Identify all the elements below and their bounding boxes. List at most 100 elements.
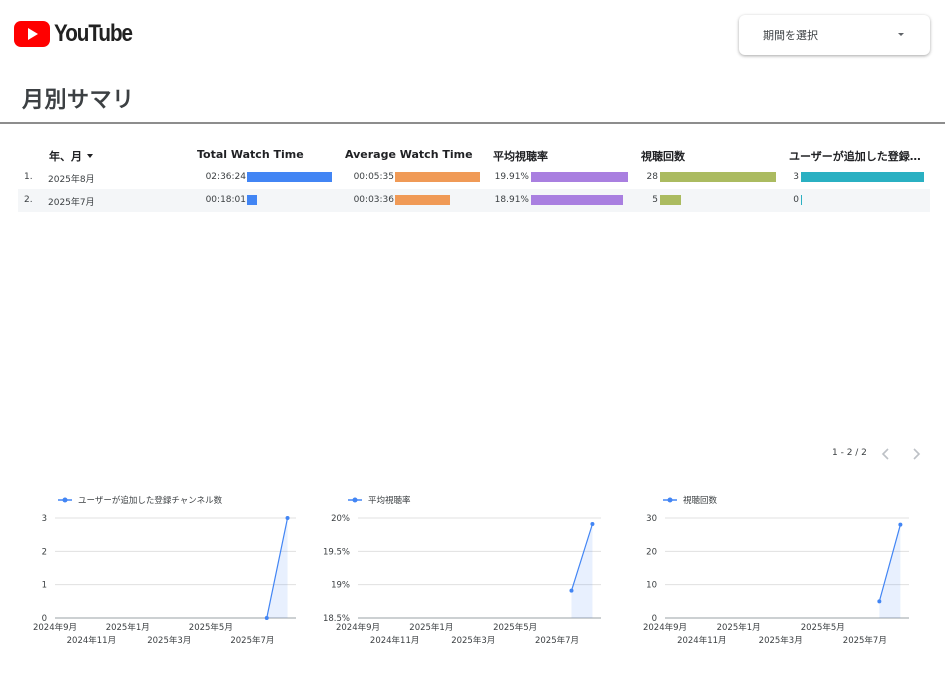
x-tick-label: 2025年1月 — [717, 622, 761, 633]
y-tick-label: 19.5% — [323, 547, 350, 557]
period-select-dropdown[interactable]: 期間を選択 — [739, 15, 930, 55]
y-tick-label: 18.5% — [323, 614, 350, 624]
column-header-total-watch-time[interactable]: Total Watch Time — [197, 148, 304, 161]
table-header-row: 年、月 Total Watch Time Average Watch Time … — [18, 140, 930, 166]
x-tick-label: 2024年11月 — [370, 635, 419, 646]
column-header-subscribers[interactable]: ユーザーが追加した登録… — [789, 150, 921, 163]
youtube-play-icon — [14, 21, 50, 47]
avg-view-rate-line-chart: 平均視聴率 18.5% 19% 19.5% 20% 2024年9月 2025年1月 2025年… — [320, 490, 610, 659]
legend-marker — [667, 497, 673, 503]
pagination-label: 1 - 2 / 2 — [832, 448, 867, 458]
data-point — [569, 588, 574, 593]
x-tick-label: 2024年9月 — [336, 622, 380, 633]
row-subscribers: 0 — [793, 195, 799, 205]
subscribers-bar — [801, 172, 924, 182]
avg-view-rate-bar — [531, 195, 623, 205]
y-tick-label: 20% — [331, 514, 350, 524]
row-month: 2025年7月 — [48, 198, 95, 208]
page-title: 月別サマリ — [22, 88, 135, 113]
row-avg-view-rate: 19.91% — [494, 172, 529, 182]
x-tick-label: 2025年3月 — [147, 635, 191, 646]
chevron-down-icon — [898, 33, 904, 36]
views-bar — [660, 195, 681, 205]
y-tick-label: 20 — [646, 547, 657, 557]
y-tick-label: 3 — [42, 514, 47, 524]
chevron-left-icon — [881, 448, 889, 460]
sort-desc-icon — [87, 154, 93, 158]
data-point — [285, 516, 290, 520]
row-views: 5 — [652, 195, 658, 205]
row-index: 2. — [24, 195, 33, 205]
period-select-label: 期間を選択 — [763, 29, 818, 42]
y-tick-label: 1 — [42, 581, 47, 591]
series-line — [878, 524, 901, 602]
avg-view-rate-bar — [531, 172, 628, 182]
youtube-logo: YouTube — [14, 20, 145, 48]
x-tick-label: 2025年7月 — [843, 635, 887, 646]
row-total-watch-time: 00:18:01 — [205, 195, 246, 205]
legend-label: 視聴回数 — [683, 495, 718, 506]
y-tick-label: 2 — [42, 547, 47, 557]
y-tick-label: 0 — [652, 614, 657, 624]
views-line-chart: 視聴回数 0 10 20 30 2024年9月 2025年1月 2025年5月 2024年11月… — [635, 490, 925, 659]
row-month: 2025年8月 — [48, 175, 95, 185]
data-point — [590, 522, 595, 526]
views-bar — [660, 172, 776, 182]
header-divider — [0, 122, 945, 124]
series-line — [570, 523, 594, 591]
column-header-month[interactable]: 年、月 — [49, 148, 93, 164]
chart-svg: 平均視聴率 18.5% 19% 19.5% 20% 2024年9月 2025年1月 2025年… — [323, 495, 601, 646]
legend-marker — [352, 497, 358, 503]
y-tick-label: 10 — [646, 581, 657, 591]
data-point — [898, 522, 903, 527]
legend-marker — [62, 497, 68, 503]
x-tick-label: 2024年11月 — [677, 635, 726, 646]
column-header-avg-view-rate[interactable]: 平均視聴率 — [493, 150, 548, 163]
column-header-views[interactable]: 視聴回数 — [641, 150, 685, 163]
x-tick-label: 2024年9月 — [33, 622, 77, 633]
chart-svg: 視聴回数 0 10 20 30 2024年9月 2025年1月 2025年5月 2024年11月… — [643, 495, 909, 646]
table-row: 2. 2025年7月 00:18:01 00:03:36 18.91% 5 0 — [18, 189, 930, 212]
x-tick-label: 2024年9月 — [643, 622, 687, 633]
chevron-right-icon — [913, 448, 921, 460]
x-tick-label: 2025年3月 — [759, 635, 803, 646]
series-line — [266, 517, 289, 619]
prev-page-button[interactable] — [880, 447, 892, 461]
x-tick-label: 2025年7月 — [230, 635, 274, 646]
data-point — [877, 599, 882, 604]
y-tick-label: 30 — [646, 514, 657, 524]
row-average-watch-time: 00:03:36 — [353, 195, 394, 205]
next-page-button[interactable] — [910, 447, 922, 461]
legend-label: 平均視聴率 — [368, 495, 411, 506]
subscribers-line-chart: ユーザーが追加した登録チャンネル数 0 1 2 3 2024年9月 2025年1月 2025年… — [30, 490, 310, 659]
series-area — [266, 518, 288, 618]
x-tick-label: 2025年5月 — [189, 622, 233, 633]
row-average-watch-time: 00:05:35 — [353, 172, 394, 182]
series-area — [879, 524, 901, 618]
logo-wordmark: YouTube — [54, 20, 133, 47]
table-row: 1. 2025年8月 02:36:24 00:05:35 19.91% 28 3 — [18, 166, 930, 189]
row-views: 28 — [646, 172, 658, 182]
row-subscribers: 3 — [793, 172, 799, 182]
total-watch-time-bar — [247, 195, 257, 205]
x-tick-label: 2025年7月 — [535, 635, 579, 646]
chart-svg: ユーザーが追加した登録チャンネル数 0 1 2 3 2024年9月 2025年1月 2025年… — [33, 495, 296, 646]
subscribers-bar — [801, 195, 802, 205]
data-point — [264, 616, 269, 620]
x-tick-label: 2025年1月 — [409, 622, 453, 633]
legend-label: ユーザーが追加した登録チャンネル数 — [78, 495, 223, 506]
x-tick-label: 2025年1月 — [106, 622, 150, 633]
x-tick-label: 2024年11月 — [67, 635, 116, 646]
row-avg-view-rate: 18.91% — [494, 195, 529, 205]
total-watch-time-bar — [247, 172, 332, 182]
x-tick-label: 2025年3月 — [451, 635, 495, 646]
row-total-watch-time: 02:36:24 — [205, 172, 246, 182]
summary-table: 年、月 Total Watch Time Average Watch Time … — [18, 140, 930, 212]
column-header-average-watch-time[interactable]: Average Watch Time — [345, 148, 473, 161]
average-watch-time-bar — [395, 172, 480, 182]
average-watch-time-bar — [395, 195, 450, 205]
x-tick-label: 2025年5月 — [801, 622, 845, 633]
y-tick-label: 0 — [42, 614, 47, 624]
y-tick-label: 19% — [331, 581, 350, 591]
row-index: 1. — [24, 172, 33, 182]
